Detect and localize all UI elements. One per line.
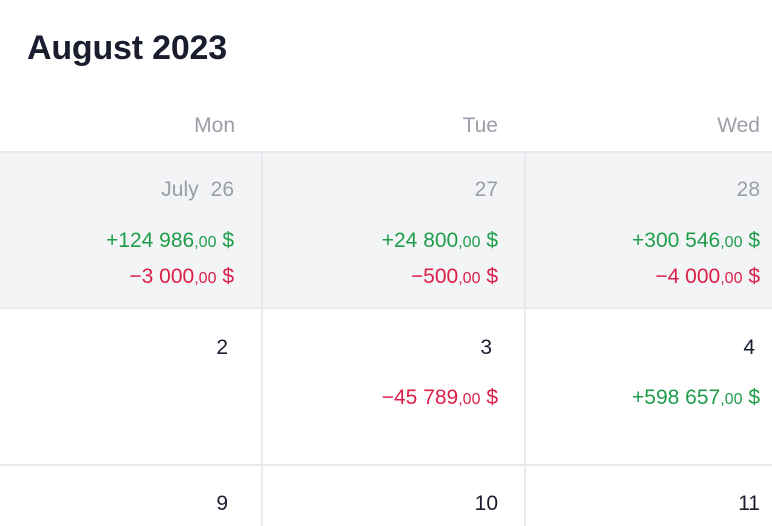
day-cell-aug-10[interactable]: 10 [263, 466, 524, 526]
expense-amount: −45 789,00 $ [381, 386, 498, 409]
day-cell-aug-4[interactable]: 4 +598 657,00 $ [526, 309, 772, 464]
amounts: −45 789,00 $ [382, 386, 498, 412]
income-amount: +300 546,00 $ [632, 229, 760, 252]
grid-line [261, 151, 263, 526]
month-title: August 2023 [27, 29, 227, 67]
day-number: 11 [738, 492, 760, 515]
income-amount: +24 800,00 $ [381, 229, 498, 252]
day-number: July 26 [161, 178, 234, 201]
day-cell-july-26[interactable]: July 26 +124 986,00 $ −3 000,00 $ [0, 151, 261, 307]
expense-amount: −500,00 $ [410, 265, 498, 288]
day-cell-aug-9[interactable]: 9 [0, 466, 261, 526]
weekday-header-wed: Wed [717, 114, 760, 137]
grid-line [0, 464, 772, 466]
day-cell-july-28[interactable]: 28 +300 546,00 $ −4 000,00 $ [526, 151, 772, 307]
day-cell-aug-2[interactable]: 2 [0, 309, 261, 464]
expense-amount: −4 000,00 $ [655, 265, 760, 288]
weekday-header-mon: Mon [194, 114, 235, 137]
grid-line [0, 151, 772, 153]
grid-line [524, 151, 526, 526]
weekday-header-tue: Tue [462, 114, 498, 137]
grid-line [0, 307, 772, 309]
day-number: 4 [743, 336, 755, 359]
day-cell-aug-3[interactable]: 3 −45 789,00 $ [263, 309, 524, 464]
amounts: +598 657,00 $ [632, 386, 760, 412]
day-number: 3 [480, 336, 492, 359]
income-amount: +124 986,00 $ [106, 229, 234, 252]
amounts: +124 986,00 $ −3 000,00 $ [106, 229, 234, 291]
day-number: 27 [474, 178, 498, 201]
month-label: July [161, 178, 199, 201]
day-cell-july-27[interactable]: 27 +24 800,00 $ −500,00 $ [263, 151, 524, 307]
calendar-grid: July 26 +124 986,00 $ −3 000,00 $ 27 +24 … [0, 151, 772, 526]
expense-amount: −3 000,00 $ [129, 265, 234, 288]
amounts: +300 546,00 $ −4 000,00 $ [632, 229, 760, 291]
amounts: +24 800,00 $ −500,00 $ [382, 229, 498, 291]
day-number: 28 [736, 178, 760, 201]
day-cell-aug-11[interactable]: 11 [526, 466, 772, 526]
income-amount: +598 657,00 $ [632, 386, 760, 409]
previous-month-row-background [0, 151, 772, 308]
day-number: 10 [474, 492, 498, 515]
day-number: 9 [216, 492, 228, 515]
day-number: 2 [216, 336, 228, 359]
